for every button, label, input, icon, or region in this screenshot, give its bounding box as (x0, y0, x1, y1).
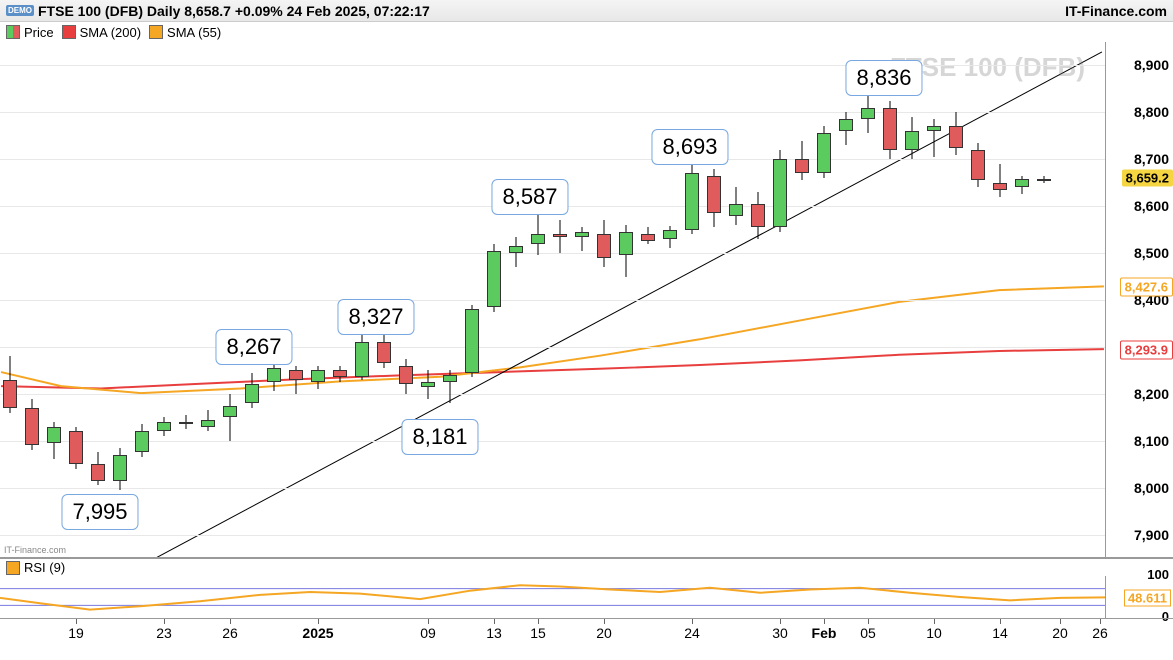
y-tick-label: 7,900 (1134, 527, 1169, 543)
rsi-legend: RSI (9) (0, 558, 1173, 576)
current-price-tag: 8,659.2 (1122, 170, 1173, 187)
chart-legend: Price SMA (200) SMA (55) (0, 22, 1173, 42)
rsi-y-axis: 010048.611 (1105, 576, 1173, 618)
x-tick-label: Feb (812, 625, 837, 641)
price-annotation[interactable]: 8,587 (491, 179, 568, 215)
price-annotation[interactable]: 8,693 (651, 129, 728, 165)
legend-sma200-label: SMA (200) (80, 25, 141, 40)
x-tick-label: 05 (860, 625, 876, 641)
y-tick-label: 8,500 (1134, 245, 1169, 261)
y-tick-label: 8,800 (1134, 104, 1169, 120)
y-tick-label: 8,600 (1134, 198, 1169, 214)
x-tick-label: 24 (684, 625, 700, 641)
sma200-price-tag: 8,293.9 (1120, 340, 1173, 359)
gridline (0, 347, 1105, 348)
main-plot[interactable]: FTSE 100 (DFB) IT-Finance.com 7,9958,267… (0, 42, 1105, 557)
x-tick-label: 2025 (302, 625, 333, 641)
y-tick-label: 8,900 (1134, 57, 1169, 73)
x-tick-label: 09 (420, 625, 436, 641)
sma200-swatch (62, 25, 76, 39)
main-y-axis: 7,9008,0008,1008,2008,3008,4008,5008,600… (1105, 42, 1173, 557)
price-annotation[interactable]: 8,327 (337, 299, 414, 335)
source-link[interactable]: IT-Finance.com (1065, 3, 1167, 19)
gridline (0, 65, 1105, 66)
x-tick-label: 19 (68, 625, 84, 641)
x-tick-label: 20 (596, 625, 612, 641)
gridline (0, 112, 1105, 113)
attribution: IT-Finance.com (4, 545, 66, 555)
y-tick-label: 8,200 (1134, 386, 1169, 402)
rsi-plot[interactable] (0, 576, 1105, 618)
x-tick-label: 30 (772, 625, 788, 641)
x-tick-label: 14 (992, 625, 1008, 641)
legend-sma55-label: SMA (55) (167, 25, 221, 40)
y-tick-label: 8,700 (1134, 151, 1169, 167)
gridline (0, 253, 1105, 254)
chart-title: FTSE 100 (DFB) Daily 8,658.7 +0.09% 24 F… (38, 3, 430, 19)
price-up-swatch (6, 25, 20, 39)
y-tick-label: 8,100 (1134, 433, 1169, 449)
main-chart[interactable]: FTSE 100 (DFB) IT-Finance.com 7,9958,267… (0, 42, 1173, 558)
gridline (0, 159, 1105, 160)
y-tick-label: 8,000 (1134, 480, 1169, 496)
legend-price-label: Price (24, 25, 54, 40)
gridline (0, 300, 1105, 301)
rsi-swatch (6, 561, 20, 575)
chart-header: DEMO FTSE 100 (DFB) Daily 8,658.7 +0.09%… (0, 0, 1173, 22)
gridline (0, 488, 1105, 489)
x-tick-label: 23 (156, 625, 172, 641)
price-annotation[interactable]: 8,181 (401, 419, 478, 455)
price-annotation[interactable]: 8,836 (845, 60, 922, 96)
x-axis: 19 23 26 2025 09 13 15 20 24 30 Feb 05 10 14 20 26 (0, 618, 1173, 658)
legend-sma200[interactable]: SMA (200) (62, 25, 141, 40)
rsi-label: RSI (9) (24, 560, 65, 575)
price-annotation[interactable]: 8,267 (215, 329, 292, 365)
sma55-swatch (149, 25, 163, 39)
x-tick-label: 15 (530, 625, 546, 641)
x-tick-label: 26 (1092, 625, 1108, 641)
legend-price[interactable]: Price (6, 25, 54, 40)
x-tick-label: 20 (1052, 625, 1068, 641)
demo-badge: DEMO (6, 5, 34, 16)
x-tick-label: 26 (222, 625, 238, 641)
price-annotation[interactable]: 7,995 (61, 494, 138, 530)
x-tick-label: 10 (926, 625, 942, 641)
rsi-chart[interactable]: 010048.611 (0, 576, 1173, 618)
legend-sma55[interactable]: SMA (55) (149, 25, 221, 40)
gridline (0, 535, 1105, 536)
rsi-value-tag: 48.611 (1124, 589, 1171, 606)
rsi-y-tick: 100 (1147, 567, 1169, 582)
sma55-price-tag: 8,427.6 (1120, 278, 1173, 297)
gridline (0, 441, 1105, 442)
x-tick-label: 13 (486, 625, 502, 641)
gridline (0, 394, 1105, 395)
